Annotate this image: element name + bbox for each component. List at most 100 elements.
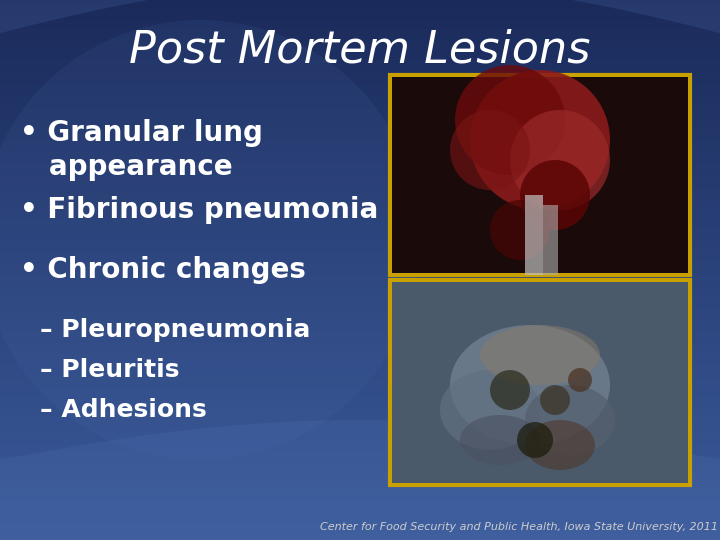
Bar [0, 259, 720, 260]
Bar [543, 205, 558, 275]
Bar [0, 280, 720, 281]
Circle shape [0, 20, 420, 460]
Bar [0, 224, 720, 225]
Bar [0, 108, 720, 109]
Circle shape [510, 110, 610, 210]
Bar [0, 472, 720, 473]
Bar [0, 338, 720, 339]
Bar [0, 319, 720, 320]
Bar [0, 519, 720, 520]
Bar [0, 87, 720, 88]
Bar [0, 302, 720, 303]
Bar [0, 279, 720, 280]
Bar [0, 534, 720, 535]
Bar [0, 144, 720, 145]
Bar [0, 335, 720, 336]
Bar [0, 214, 720, 215]
Bar [0, 72, 720, 73]
Bar [0, 353, 720, 354]
Bar [0, 152, 720, 153]
Bar [0, 19, 720, 20]
Bar [0, 167, 720, 168]
Bar [0, 510, 720, 511]
Bar [0, 395, 720, 396]
Bar [0, 369, 720, 370]
Bar [0, 89, 720, 90]
Bar [0, 466, 720, 467]
Bar [0, 67, 720, 68]
Bar [0, 406, 720, 407]
Bar [0, 215, 720, 216]
Bar [0, 355, 720, 356]
Bar [0, 373, 720, 374]
Bar [0, 48, 720, 49]
Bar [0, 240, 720, 241]
Text: Post Mortem Lesions: Post Mortem Lesions [130, 29, 590, 71]
Bar [0, 365, 720, 366]
Bar [0, 260, 720, 261]
Bar [0, 273, 720, 274]
Bar [0, 274, 720, 275]
Bar [392, 77, 688, 273]
Bar [0, 120, 720, 121]
Bar [0, 119, 720, 120]
Bar [0, 518, 720, 519]
Bar [0, 232, 720, 233]
Bar [0, 384, 720, 385]
Bar [0, 421, 720, 422]
Bar [0, 80, 720, 81]
Bar [0, 150, 720, 151]
Bar [0, 423, 720, 424]
Bar [0, 202, 720, 203]
Bar [0, 276, 720, 277]
Bar [0, 197, 720, 198]
Text: – Pleuropneumonia: – Pleuropneumonia [40, 318, 310, 342]
Bar [0, 242, 720, 243]
Bar [0, 310, 720, 311]
Bar [0, 341, 720, 342]
Bar [0, 475, 720, 476]
Bar [0, 248, 720, 249]
Bar [0, 454, 720, 455]
Bar [0, 36, 720, 37]
Bar [0, 4, 720, 5]
Bar [0, 70, 720, 71]
Bar [0, 284, 720, 285]
Bar [0, 154, 720, 155]
Bar [0, 396, 720, 397]
Bar [0, 234, 720, 235]
Bar [0, 343, 720, 344]
Bar [0, 368, 720, 369]
Bar [0, 278, 720, 279]
Bar [0, 458, 720, 459]
Bar [0, 148, 720, 149]
Bar [0, 27, 720, 28]
Bar [0, 9, 720, 10]
Bar [0, 336, 720, 337]
Bar [0, 180, 720, 181]
Bar [0, 203, 720, 204]
Bar [0, 174, 720, 175]
Bar [0, 184, 720, 185]
Bar [0, 168, 720, 169]
Bar [0, 462, 720, 463]
Bar [0, 478, 720, 479]
Bar [0, 389, 720, 390]
Bar [0, 50, 720, 51]
Bar [0, 526, 720, 527]
Bar [0, 536, 720, 537]
Bar [0, 327, 720, 328]
Bar [0, 15, 720, 16]
Bar [0, 55, 720, 56]
Bar [0, 401, 720, 402]
Bar [0, 449, 720, 450]
Bar [0, 12, 720, 13]
Bar [0, 228, 720, 229]
Bar [0, 427, 720, 428]
Bar [0, 434, 720, 435]
Bar [0, 6, 720, 7]
Bar [0, 424, 720, 425]
Bar [0, 521, 720, 522]
Bar [0, 443, 720, 444]
Bar [0, 301, 720, 302]
